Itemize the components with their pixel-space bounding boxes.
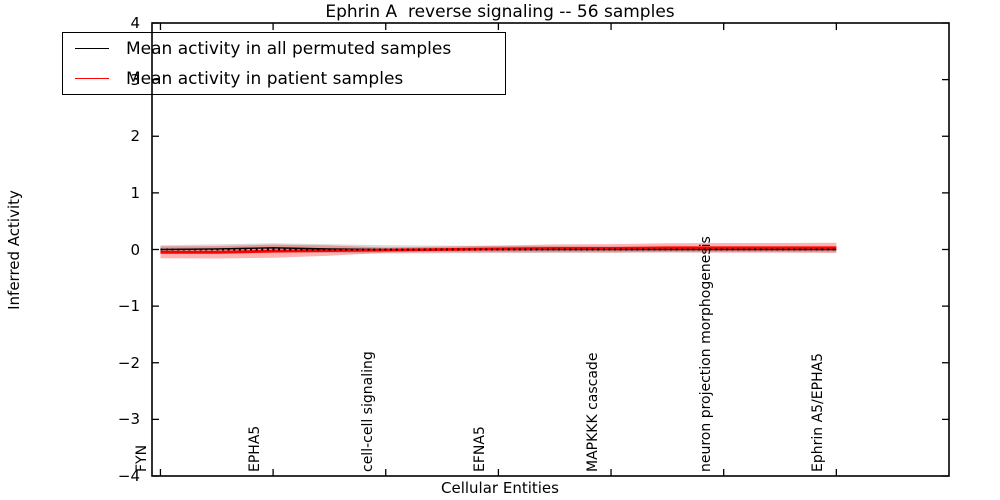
figure: FYN EPHA5 cell-cell signaling EFNA5 MAPKKK c… (5, 2, 950, 497)
plot-area-svg (151, 22, 950, 477)
